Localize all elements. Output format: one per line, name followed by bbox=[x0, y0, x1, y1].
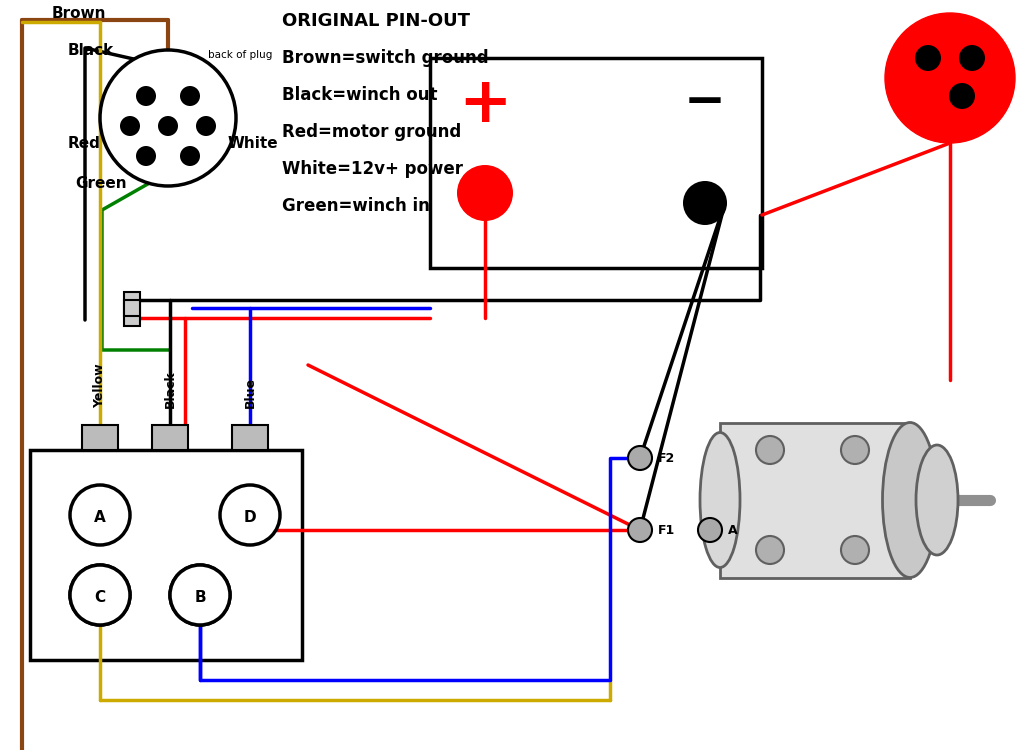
Text: White: White bbox=[228, 136, 279, 151]
Text: Blue: Blue bbox=[244, 377, 256, 408]
Text: −: − bbox=[684, 78, 726, 126]
Text: White=12v+ power: White=12v+ power bbox=[282, 160, 463, 178]
Bar bbox=[124, 292, 140, 308]
Circle shape bbox=[220, 485, 280, 545]
Text: Green=winch in: Green=winch in bbox=[282, 197, 430, 215]
Circle shape bbox=[70, 565, 130, 625]
Text: Black: Black bbox=[68, 43, 115, 58]
Circle shape bbox=[756, 536, 784, 564]
Circle shape bbox=[841, 436, 869, 464]
Circle shape bbox=[100, 50, 236, 186]
Text: ORIGINAL PIN-OUT: ORIGINAL PIN-OUT bbox=[282, 12, 470, 30]
Text: +: + bbox=[459, 73, 512, 135]
Circle shape bbox=[698, 518, 722, 542]
Bar bbox=[124, 300, 140, 316]
Circle shape bbox=[70, 565, 130, 625]
Circle shape bbox=[136, 146, 156, 166]
Text: F1: F1 bbox=[658, 524, 675, 536]
Circle shape bbox=[70, 485, 130, 545]
Circle shape bbox=[180, 86, 200, 106]
Text: Black: Black bbox=[164, 370, 176, 408]
Circle shape bbox=[457, 165, 513, 221]
Circle shape bbox=[628, 518, 652, 542]
Circle shape bbox=[841, 536, 869, 564]
Circle shape bbox=[196, 116, 216, 136]
Bar bbox=[720, 423, 910, 578]
Circle shape bbox=[915, 45, 941, 71]
Circle shape bbox=[170, 565, 230, 625]
Ellipse shape bbox=[700, 433, 740, 568]
Circle shape bbox=[756, 436, 784, 464]
Bar bbox=[124, 310, 140, 326]
Bar bbox=[232, 425, 268, 450]
Text: back of plug: back of plug bbox=[208, 50, 272, 60]
Text: Brown: Brown bbox=[52, 6, 106, 21]
Bar bbox=[152, 425, 188, 450]
Ellipse shape bbox=[883, 422, 938, 578]
Circle shape bbox=[683, 181, 727, 225]
Text: Black=winch out: Black=winch out bbox=[282, 86, 437, 104]
Text: Brown=switch ground: Brown=switch ground bbox=[282, 49, 488, 67]
Text: Yellow: Yellow bbox=[93, 364, 106, 408]
Text: A: A bbox=[728, 524, 737, 536]
Circle shape bbox=[120, 116, 140, 136]
Ellipse shape bbox=[916, 445, 958, 555]
Text: F2: F2 bbox=[658, 452, 675, 464]
Bar bbox=[30, 450, 302, 660]
Text: Red=motor ground: Red=motor ground bbox=[282, 123, 461, 141]
Text: B: B bbox=[195, 590, 206, 604]
Circle shape bbox=[628, 446, 652, 470]
Circle shape bbox=[170, 565, 230, 625]
Circle shape bbox=[158, 116, 178, 136]
Bar bbox=[430, 58, 762, 268]
Text: Green: Green bbox=[75, 176, 127, 191]
Circle shape bbox=[180, 146, 200, 166]
Text: A: A bbox=[94, 509, 105, 524]
Circle shape bbox=[959, 45, 985, 71]
Text: Red: Red bbox=[68, 136, 101, 151]
Bar bbox=[82, 425, 118, 450]
Circle shape bbox=[949, 83, 975, 109]
Circle shape bbox=[136, 86, 156, 106]
Text: C: C bbox=[94, 590, 105, 604]
Text: D: D bbox=[244, 509, 256, 524]
Circle shape bbox=[885, 13, 1015, 143]
